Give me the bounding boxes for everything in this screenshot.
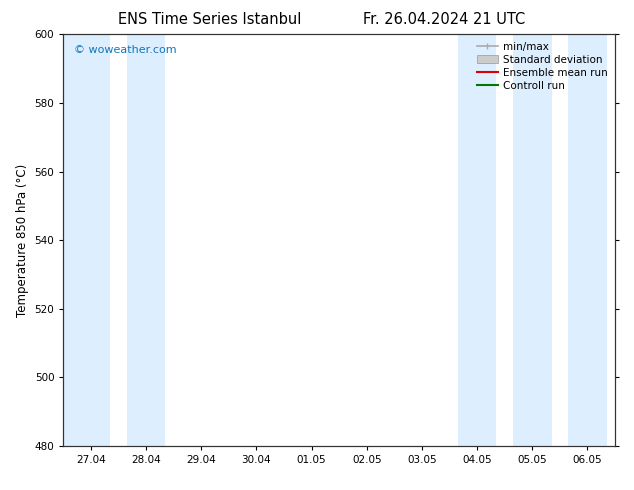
Text: © woweather.com: © woweather.com xyxy=(74,45,177,54)
Legend: min/max, Standard deviation, Ensemble mean run, Controll run: min/max, Standard deviation, Ensemble me… xyxy=(473,37,612,95)
Bar xyxy=(63,34,110,446)
Bar xyxy=(458,34,496,446)
Bar xyxy=(127,34,165,446)
Bar xyxy=(568,34,607,446)
Text: ENS Time Series Istanbul: ENS Time Series Istanbul xyxy=(117,12,301,27)
Text: Fr. 26.04.2024 21 UTC: Fr. 26.04.2024 21 UTC xyxy=(363,12,525,27)
Bar xyxy=(513,34,552,446)
Bar xyxy=(72,34,110,446)
Y-axis label: Temperature 850 hPa (°C): Temperature 850 hPa (°C) xyxy=(16,164,29,317)
